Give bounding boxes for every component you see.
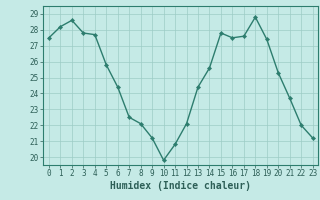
X-axis label: Humidex (Indice chaleur): Humidex (Indice chaleur) xyxy=(110,181,251,191)
